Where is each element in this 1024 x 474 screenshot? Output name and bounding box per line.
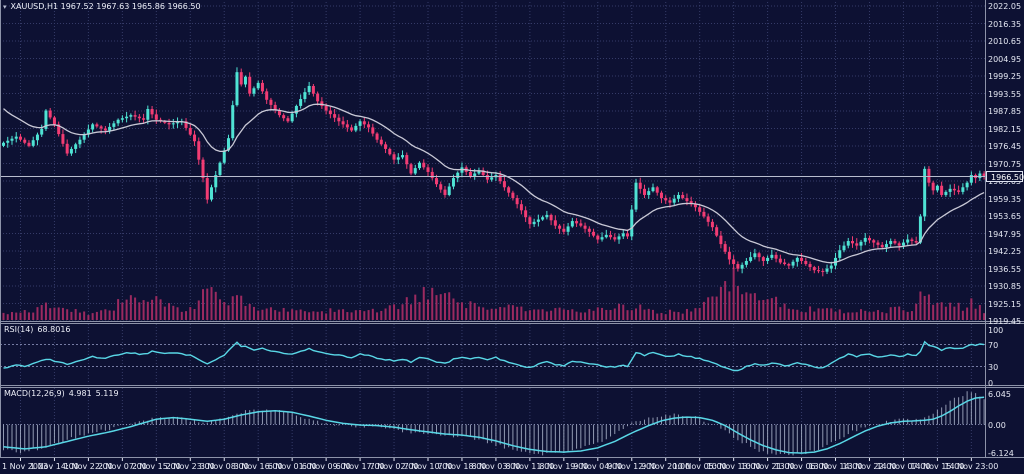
time-tick-label: 10 Nov 21:00 bbox=[740, 462, 795, 471]
time-tick-label: 2 Nov 15:00 bbox=[131, 462, 181, 471]
time-tick-label: 7 Nov 18:00 bbox=[437, 462, 487, 471]
macd-label: MACD(12,26,9) bbox=[4, 389, 65, 398]
rsi-label: RSI(14) bbox=[4, 325, 34, 334]
chart-symbol-title: ▾ XAUUSD,H1 1967.52 1967.63 1965.86 1966.… bbox=[3, 2, 205, 12]
price-tick-label: 2016.35 bbox=[988, 19, 1022, 29]
time-tick-label: 14 Nov 07:00 bbox=[876, 462, 931, 471]
price-tick-label: 1999.25 bbox=[988, 72, 1022, 81]
time-tick-label: 8 Nov 11:00 bbox=[505, 462, 555, 471]
time-tick-label: 10 Nov 13:00 bbox=[706, 462, 761, 471]
price-tick-label: 1970.75 bbox=[988, 159, 1022, 169]
price-tick-label: 1930.85 bbox=[988, 282, 1022, 291]
time-tick-label: 3 Nov 16:00 bbox=[233, 462, 283, 471]
macd-main-value: 4.981 bbox=[68, 389, 92, 398]
time-tick-label: 13 Nov 22:00 bbox=[842, 462, 897, 471]
symbol-ohlc-text: XAUUSD,H1 1967.52 1967.63 1965.86 1966.5… bbox=[10, 2, 201, 11]
price-tick-label: 2004.95 bbox=[988, 54, 1022, 64]
rsi-tick-label: 70 bbox=[988, 340, 999, 350]
moving-average-line bbox=[3, 103, 985, 264]
macd-tick-label: 0.00 bbox=[988, 420, 1006, 430]
time-tick-label: 6 Nov 09:00 bbox=[301, 462, 351, 471]
rsi-value: 68.8016 bbox=[37, 325, 71, 334]
time-tick-label: 6 Nov 17:00 bbox=[335, 462, 385, 471]
price-tick-label: 1993.55 bbox=[988, 89, 1022, 99]
macd-signal-line bbox=[3, 396, 985, 454]
macd-tick-label: -6.124 bbox=[988, 449, 1014, 458]
time-tick-marks bbox=[19, 458, 972, 461]
time-tick-label: 13 Nov 06:00 bbox=[774, 462, 829, 471]
time-tick-label: 2 Nov 07:00 bbox=[97, 462, 147, 471]
price-tick-label: 1982.15 bbox=[988, 124, 1022, 134]
macd-histogram bbox=[3, 391, 985, 456]
price-tick-label: 1925.15 bbox=[988, 299, 1022, 309]
symbol-marker-icon: ▾ bbox=[3, 3, 7, 11]
time-tick-label: 9 Nov 04:00 bbox=[573, 462, 623, 471]
price-tick-label: 2022.05 bbox=[988, 2, 1022, 11]
time-axis[interactable]: 1 Nov 2023 1 Nov 14:00 1 Nov 22:00 2 Nov 07… bbox=[0, 459, 1024, 474]
price-tick-label: 1987.85 bbox=[988, 107, 1022, 116]
time-tick-label: 13 Nov 14:00 bbox=[808, 462, 863, 471]
macd-signal-value: 5.119 bbox=[95, 389, 119, 398]
price-tick-label: 1947.95 bbox=[988, 229, 1022, 239]
time-tick-label: 2 Nov 23:00 bbox=[165, 462, 215, 471]
time-tick-label: 7 Nov 10:00 bbox=[403, 462, 453, 471]
time-tick-label: 1 Nov 22:00 bbox=[63, 462, 113, 471]
candlesticks bbox=[2, 67, 985, 277]
macd-tick-label: 6.045 bbox=[988, 390, 1011, 399]
time-tick-label: 6 Nov 01:00 bbox=[267, 462, 317, 471]
macd-indicator-label: MACD(12,26,9) 4.981 5.119 bbox=[4, 389, 123, 399]
price-tick-label: 1953.65 bbox=[988, 212, 1022, 221]
time-tick-label: 7 Nov 02:00 bbox=[369, 462, 419, 471]
rsi-tick-label: 0 bbox=[988, 379, 994, 388]
rsi-level-lines bbox=[0, 344, 985, 367]
rsi-indicator-label: RSI(14) 68.8016 bbox=[4, 325, 75, 335]
price-tick-label: 1919.45 bbox=[988, 317, 1022, 326]
time-tick-label: 14 Nov 15:00 bbox=[910, 462, 965, 471]
rsi-line bbox=[3, 340, 985, 372]
time-tick-label: 10 Nov 05:00 bbox=[672, 462, 727, 471]
price-tick-label: 1942.25 bbox=[988, 247, 1022, 256]
price-tick-label: 1936.55 bbox=[988, 264, 1022, 274]
current-price-tag: 1966.50 bbox=[986, 171, 1024, 182]
rsi-tick-label: 30 bbox=[988, 362, 999, 372]
price-tick-label: 1976.45 bbox=[988, 142, 1022, 151]
time-tick-label: 14 Nov 23:00 bbox=[944, 462, 999, 471]
time-tick-label: 1 Nov 2023 bbox=[2, 462, 49, 471]
price-axis[interactable]: 2022.05 2016.35 2010.65 2004.95 1999.25 1993.… bbox=[986, 0, 1024, 458]
time-tick-label: 9 Nov 12:00 bbox=[607, 462, 657, 471]
time-tick-label: 3 Nov 08:00 bbox=[199, 462, 249, 471]
time-tick-label: 9 Nov 20:00 bbox=[641, 462, 691, 471]
price-tick-label: 2010.65 bbox=[988, 37, 1022, 46]
time-tick-label: 8 Nov 03:00 bbox=[471, 462, 521, 471]
price-tick-label: 1959.35 bbox=[988, 194, 1022, 204]
time-tick-label: 1 Nov 14:00 bbox=[30, 462, 79, 471]
rsi-tick-label: 100 bbox=[988, 326, 1004, 335]
volume-bars bbox=[2, 267, 985, 320]
time-tick-label: 8 Nov 19:00 bbox=[539, 462, 589, 471]
